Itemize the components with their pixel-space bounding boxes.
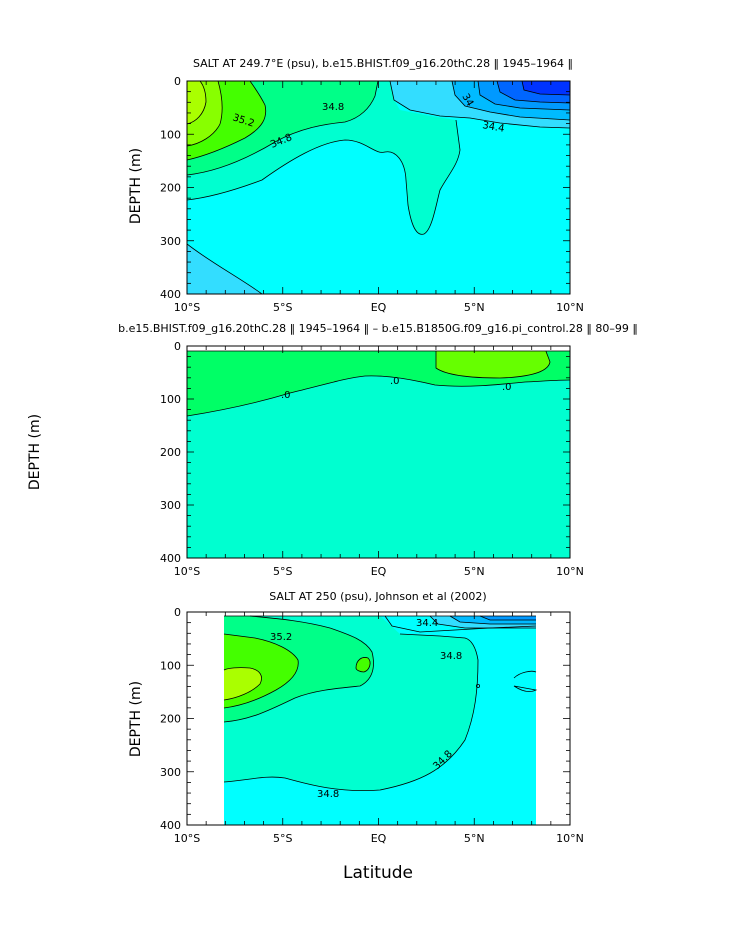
panel-1-axes: 10°S 5°S EQ 5°N 10°N 0 100 200 300 400: [160, 75, 584, 314]
panel-2-contour-label: .0: [390, 376, 400, 387]
panel-1-contour-line: [187, 81, 207, 125]
y-tick-label: 400: [160, 819, 181, 832]
x-tick-label: EQ: [371, 565, 387, 578]
panel-1-contour-line: [521, 81, 570, 96]
panel-2: b.e15.BHIST.f09_g16.20thC.28 ‖ 1945–1964…: [118, 322, 638, 578]
panel-3-contour-line: [223, 615, 374, 723]
panel-3-ylabel: DEPTH (m): [128, 681, 144, 757]
panel-2-title: b.e15.BHIST.f09_g16.20thC.28 ‖ 1945–1964…: [118, 322, 638, 335]
panel-1-contour-line: [451, 81, 570, 121]
y-tick-label: 200: [160, 446, 181, 459]
panel-3: SALT AT 250 (psu), Johnson et al (2002): [160, 590, 584, 845]
panel-3-contour-label: 34.8: [440, 651, 462, 662]
panel-3-contour-line: [223, 633, 299, 709]
panel-2-positive-core: [436, 351, 550, 378]
panel-3-blob-mid: [356, 657, 371, 672]
panel-1-north-low-5: [522, 81, 570, 95]
panel-1-contour-line: [187, 81, 223, 147]
panel-2-contour-label: .0: [502, 382, 512, 393]
panel-3-contour-line: [513, 670, 538, 693]
x-tick-label: 5°S: [273, 832, 292, 845]
panel-3-contours: [223, 615, 538, 791]
panel-3-contour-line: [449, 615, 536, 625]
panel-1-title: SALT AT 249.7°E (psu), b.e15.BHIST.f09_g…: [193, 57, 573, 70]
panel-2-axes: 10°S 5°S EQ 5°N 10°N 0 100 200 300 400: [160, 340, 584, 578]
x-tick-label: 5°N: [464, 832, 485, 845]
y-tick-label: 300: [160, 499, 181, 512]
x-axis-label: Latitude: [343, 863, 413, 883]
panel-3-salt-core: [224, 667, 262, 700]
panel-1-contour-label: 34.4: [481, 120, 505, 135]
panel-3-title: SALT AT 250 (psu), Johnson et al (2002): [269, 590, 486, 603]
y-tick-label: 200: [160, 182, 181, 195]
panel-1-salt-core: [187, 81, 206, 124]
panel-1-fill: [187, 81, 570, 294]
y-tick-label: 300: [160, 766, 181, 779]
panel-3-contour-line: [479, 615, 536, 621]
panel-1: SALT AT 249.7°E (psu), b.e15.BHIST.f09_g…: [160, 57, 584, 314]
y-tick-label: 0: [174, 340, 181, 353]
x-tick-label: EQ: [371, 832, 387, 845]
panel-3-north-low-4: [480, 616, 536, 620]
x-tick-label: 10°N: [556, 565, 584, 578]
panel-1-contour-line: [187, 81, 379, 176]
panel-3-fill: [224, 616, 536, 825]
panel-1-contour-line: [187, 81, 267, 161]
panel-1-contours: [187, 81, 570, 294]
panel-1-contour-line: [389, 81, 570, 129]
shared-ylabel: DEPTH (m): [27, 414, 43, 490]
y-tick-label: 400: [160, 288, 181, 301]
panel-2-contour-label: .0: [281, 390, 291, 401]
y-tick-label: 0: [174, 75, 181, 88]
y-tick-label: 100: [160, 659, 181, 672]
y-tick-label: 100: [160, 393, 181, 406]
y-tick-label: 0: [174, 606, 181, 619]
x-tick-label: 10°S: [174, 565, 200, 578]
y-tick-label: 400: [160, 552, 181, 565]
x-tick-label: 10°S: [174, 832, 200, 845]
panel-3-contour-line: [355, 657, 371, 673]
panel-1-contour-line: [187, 119, 461, 235]
panel-2-contour-line: [435, 350, 551, 379]
panel-1-contour-line: [477, 81, 570, 111]
x-tick-label: 10°N: [556, 301, 584, 314]
x-tick-label: EQ: [371, 301, 387, 314]
panel-3-small-closed-contour: [475, 684, 480, 689]
x-tick-label: 5°S: [273, 565, 292, 578]
y-tick-label: 300: [160, 235, 181, 248]
panel-1-contour-label: 34.8: [322, 102, 344, 113]
panel-1-contour-line: [496, 81, 570, 104]
panel-3-contour-label: 35.2: [270, 632, 292, 643]
x-tick-label: 5°N: [464, 301, 485, 314]
x-tick-label: 10°N: [556, 832, 584, 845]
panel-1-ylabel: DEPTH (m): [128, 148, 144, 224]
x-tick-label: 10°S: [174, 301, 200, 314]
panel-2-contour-line: [187, 375, 570, 417]
panel-3-contour-line: [429, 615, 536, 629]
x-tick-label: 5°S: [273, 301, 292, 314]
panel-1-contour-line: [187, 243, 263, 294]
x-tick-label: 5°N: [464, 565, 485, 578]
panel-3-contour-line: [223, 667, 262, 701]
panel-2-fill: [187, 346, 570, 558]
panel-3-contour-line: [223, 633, 479, 791]
panel-2-contour-labels: .0 .0 .0: [281, 376, 512, 401]
y-tick-label: 100: [160, 128, 181, 141]
panel-3-axes: 10°S 5°S EQ 5°N 10°N 0 100 200 300 400: [160, 606, 584, 845]
panel-3-east-blob: [514, 671, 536, 692]
y-tick-label: 200: [160, 713, 181, 726]
panel-3-contour-label: 34.4: [416, 618, 438, 629]
panel-3-contour-label: 34.8: [317, 789, 339, 800]
